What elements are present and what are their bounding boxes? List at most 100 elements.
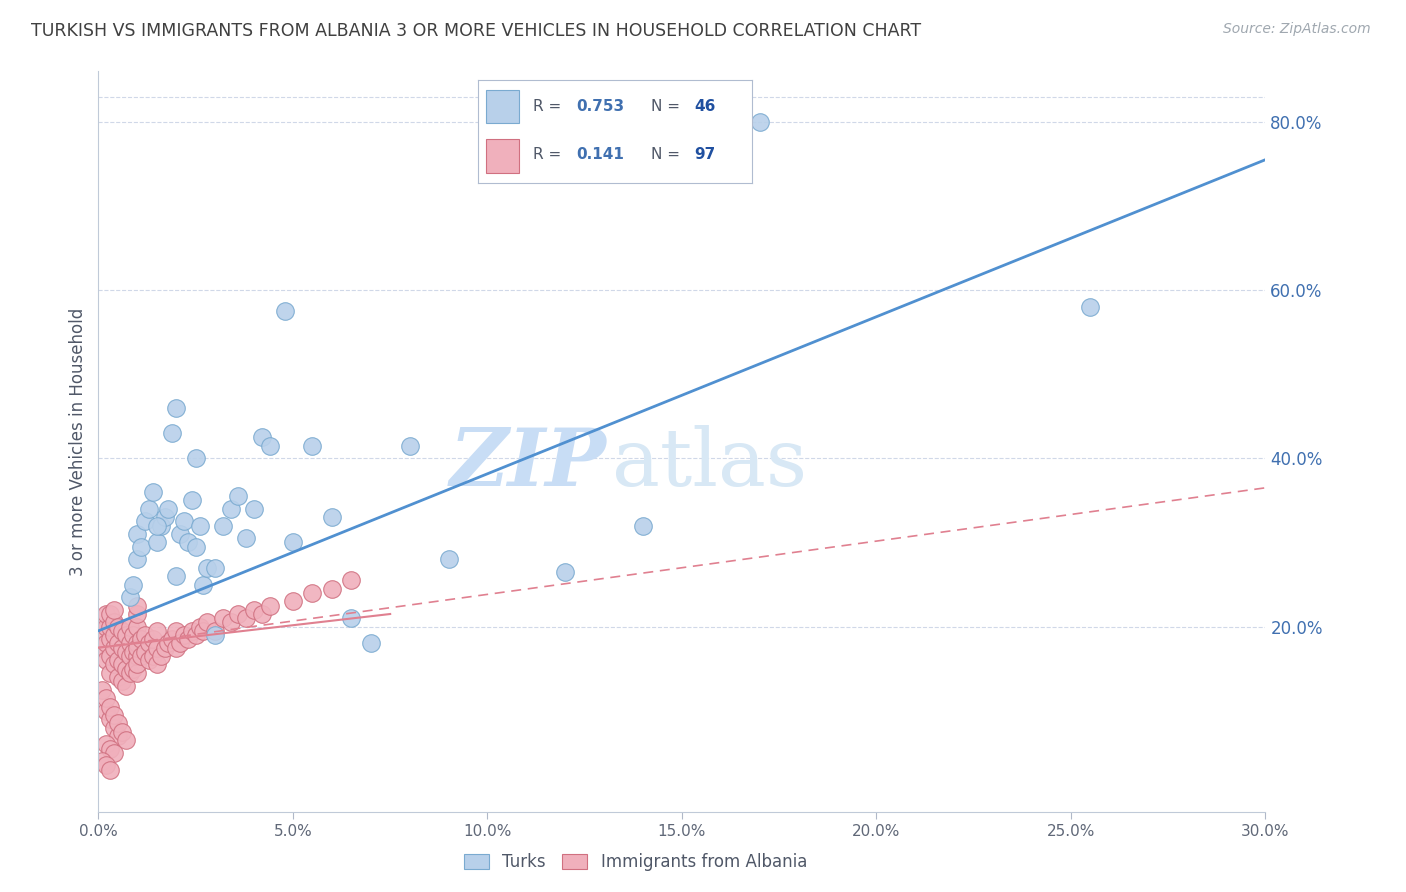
Point [195,615,218,630]
Point [165,640,187,655]
Point [219,501,242,516]
Point [142,485,165,500]
Point [157,636,180,650]
Point [122,577,145,591]
Point [114,679,136,693]
Point [127,599,149,613]
Point [118,636,141,650]
Point [129,649,152,664]
Text: R =: R = [533,147,567,162]
Point [127,657,149,672]
Point [188,518,211,533]
Point [134,515,156,529]
Point [107,670,129,684]
Point [114,628,136,642]
Point [177,632,200,647]
FancyBboxPatch shape [486,89,519,123]
Point [146,624,169,638]
Point [103,657,125,672]
Point [228,489,250,503]
FancyBboxPatch shape [486,139,519,173]
Point [250,430,273,444]
Point [184,628,207,642]
Point [129,540,152,554]
Point [554,565,576,579]
Point [114,733,136,747]
Point [212,611,235,625]
Point [1080,300,1102,314]
Point [103,721,125,735]
Point [127,607,149,621]
Text: N =: N = [651,99,685,114]
Point [118,590,141,604]
Point [149,649,172,664]
Point [103,628,125,642]
Text: 0.141: 0.141 [576,147,624,162]
Point [138,653,160,667]
Point [146,640,169,655]
Point [98,607,121,621]
Point [142,632,165,647]
Point [274,304,297,318]
Point [204,560,226,574]
Point [173,515,195,529]
Point [204,628,226,642]
Text: TURKISH VS IMMIGRANTS FROM ALBANIA 3 OR MORE VEHICLES IN HOUSEHOLD CORRELATION C: TURKISH VS IMMIGRANTS FROM ALBANIA 3 OR … [31,22,921,40]
Point [98,712,121,726]
Point [111,724,134,739]
Point [281,535,304,549]
Point [146,535,169,549]
Point [162,426,184,441]
Point [96,653,118,667]
Point [398,439,420,453]
Point [180,493,202,508]
Point [127,527,149,541]
Point [122,662,145,676]
Point [111,624,134,638]
Point [103,603,125,617]
Point [184,451,207,466]
Legend: Turks, Immigrants from Albania: Turks, Immigrants from Albania [457,847,814,878]
Point [134,628,156,642]
Point [98,665,121,680]
Point [111,657,134,672]
Point [437,552,460,566]
Point [301,586,323,600]
Point [127,552,149,566]
Point [259,439,281,453]
Point [169,636,191,650]
Point [103,708,125,723]
Point [122,628,145,642]
Point [91,754,114,768]
Point [212,518,235,533]
Point [162,632,184,647]
Point [127,636,149,650]
Point [98,649,121,664]
Point [107,619,129,633]
Point [103,746,125,760]
Point [98,741,121,756]
Text: 0.753: 0.753 [576,99,624,114]
Point [111,674,134,689]
Point [127,640,149,655]
Point [153,640,176,655]
Point [259,599,281,613]
Point [98,632,121,647]
Point [748,115,770,129]
Point [173,628,195,642]
Point [96,704,118,718]
Point [204,624,226,638]
Point [91,624,114,638]
Point [96,636,118,650]
Point [235,611,257,625]
Point [103,640,125,655]
Point [228,607,250,621]
Point [118,619,141,633]
Point [149,518,172,533]
Text: 97: 97 [695,147,716,162]
Point [118,665,141,680]
Point [96,619,118,633]
Point [235,531,257,545]
Point [107,716,129,731]
Point [134,645,156,659]
